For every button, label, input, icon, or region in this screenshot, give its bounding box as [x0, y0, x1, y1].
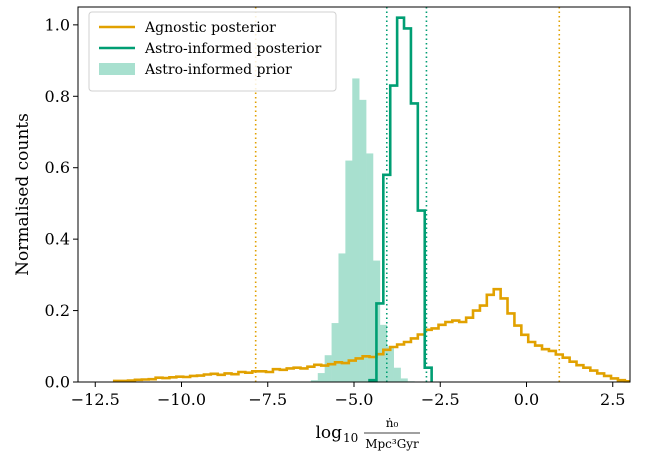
prior-bar — [352, 78, 360, 382]
y-tick-label: 0.8 — [45, 87, 70, 106]
prior-bar — [338, 253, 346, 382]
x-axis-label-subscript: 10 — [343, 431, 358, 445]
prior-bar — [317, 373, 325, 382]
prior-bar — [324, 355, 332, 382]
astro-posterior-step — [368, 16, 433, 382]
x-tick-label: −5.0 — [335, 390, 374, 409]
legend-box — [88, 11, 337, 92]
legend-label-astro: Astro-informed posterior — [144, 41, 322, 57]
x-tick-label: −10.0 — [157, 390, 206, 409]
prior-bar — [366, 153, 374, 382]
prior-bar — [386, 346, 394, 382]
prior-bar — [331, 323, 339, 382]
x-axis-label-log: log — [315, 423, 342, 443]
prior-histogram — [310, 78, 415, 382]
legend-label-prior: Astro-informed prior — [144, 62, 292, 78]
x-tick-label: −2.5 — [421, 390, 460, 409]
y-tick-label: 0.6 — [45, 158, 70, 177]
x-axis-ticks: −12.5 −10.0 −7.5 −5.0 −2.5 0.0 2.5 — [71, 382, 625, 409]
y-tick-label: 0.4 — [45, 230, 70, 249]
prior-bar — [400, 378, 408, 382]
legend-label-agnostic: Agnostic posterior — [144, 20, 276, 36]
x-axis-label-denominator: Mpc³Gyr — [365, 437, 419, 451]
prior-bar — [359, 99, 367, 382]
x-tick-label: −12.5 — [71, 390, 120, 409]
legend: Agnostic posterior Astro-informed poster… — [88, 11, 337, 92]
y-tick-label: 0.0 — [45, 373, 70, 392]
x-tick-label: 2.5 — [600, 390, 625, 409]
prior-bar — [393, 367, 401, 382]
y-axis-ticks: 0.0 0.2 0.4 0.6 0.8 1.0 — [45, 15, 78, 392]
y-axis-label: Normalised counts — [13, 113, 33, 276]
prior-bar — [310, 380, 319, 382]
posterior-histograms — [112, 16, 630, 383]
x-axis-label: log 10 ṅ₀ Mpc³Gyr — [315, 416, 420, 451]
x-axis-label-numerator: ṅ₀ — [386, 416, 399, 430]
prior-bar — [345, 160, 353, 382]
legend-swatch-prior — [99, 63, 135, 75]
y-tick-label: 1.0 — [45, 15, 70, 34]
x-tick-label: −7.5 — [248, 390, 287, 409]
y-tick-label: 0.2 — [45, 301, 70, 320]
x-tick-label: 0.0 — [514, 390, 539, 409]
